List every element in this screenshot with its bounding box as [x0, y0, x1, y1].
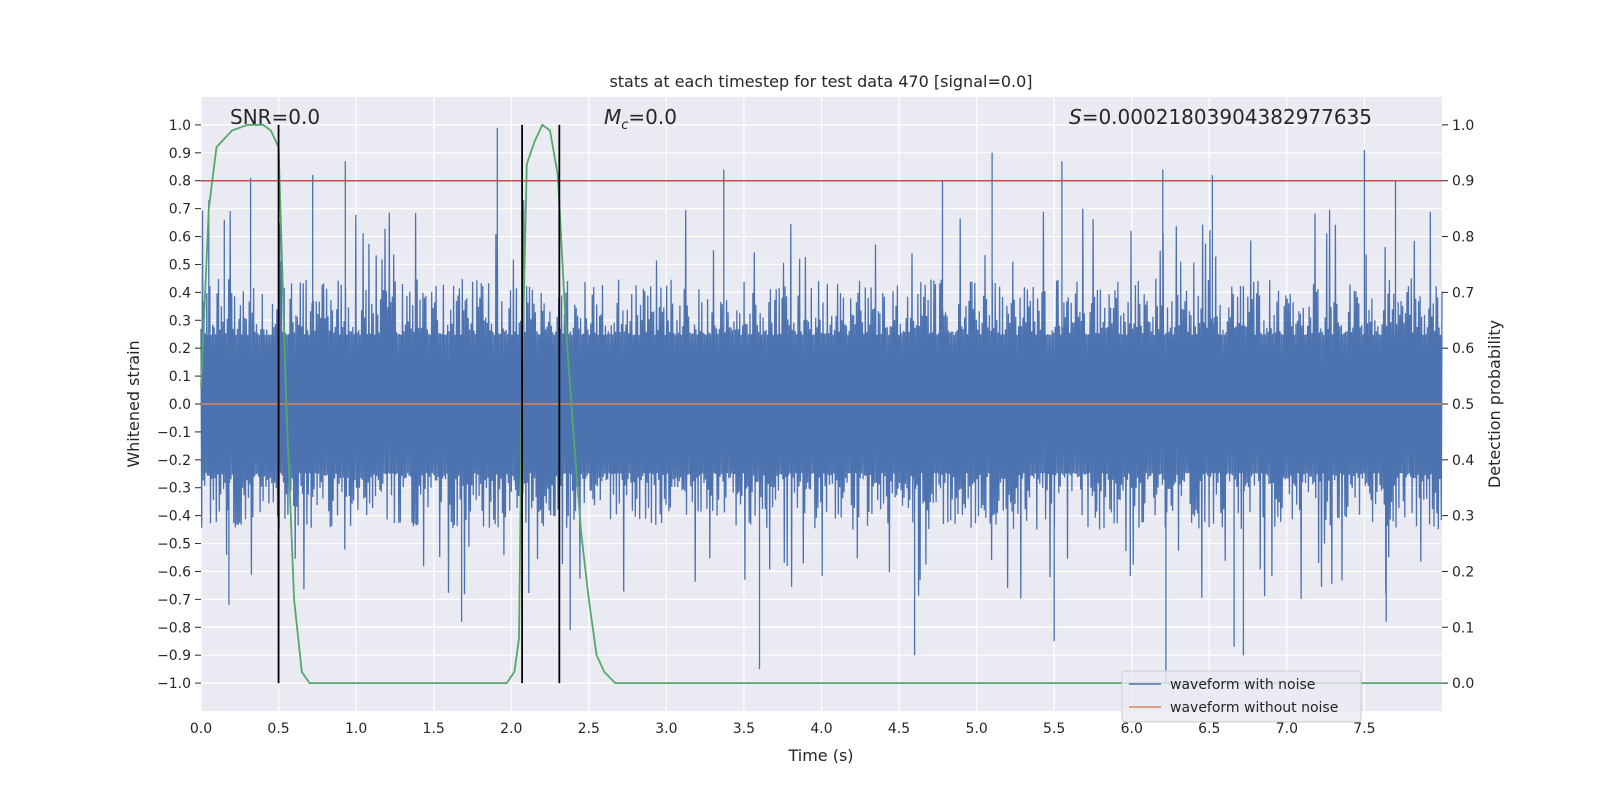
mc-annotation: Mc=0.0: [604, 105, 677, 133]
y-tick-label: 0.2: [169, 341, 191, 357]
y-right-tick-label: 0.4: [1452, 453, 1474, 469]
noise-series: [200, 127, 1443, 684]
s-annotation: S=0.00021803904382977635: [1069, 105, 1372, 129]
detection-probability-line: [200, 123, 1442, 684]
y-right-tick-label: 0.5: [1452, 397, 1474, 413]
x-tick-label: 2.5: [578, 721, 600, 737]
s-value: =0.00021803904382977635: [1082, 105, 1372, 129]
mc-value: =0.0: [628, 105, 677, 129]
x-tick-label: 5.0: [965, 721, 987, 737]
y-tick-label: 0.0: [169, 397, 191, 413]
y-tick-label: −0.7: [157, 592, 191, 608]
x-tick-label: 7.0: [1276, 721, 1298, 737]
x-tick-label: 3.5: [733, 721, 755, 737]
x-axis-ticks: 0.0 0.5 1.0 1.5 2.0 2.5 3.0 3.5 4.0 4.5 5.0 5.5 6.0 6…: [190, 721, 1376, 737]
y-tick-label: 0.1: [169, 369, 191, 385]
x-axis-label: Time (s): [787, 746, 853, 765]
y-right-tick-label: 0.2: [1452, 564, 1474, 580]
vertical-markers: [277, 124, 561, 684]
y-right-tick-label: 0.9: [1452, 174, 1474, 190]
y-axis-ticks: 1.0 0.9 0.8 0.7 0.6 0.5 0.4 0.3 0.2 0.1 0.0 −0.1 −0.…: [157, 118, 201, 692]
y-tick-label: −1.0: [157, 676, 191, 692]
y-tick-label: −0.5: [157, 537, 191, 553]
y-tick-label: 1.0: [169, 118, 191, 134]
legend-label-clean: waveform without noise: [1170, 700, 1338, 716]
mc-subscript: c: [621, 118, 628, 133]
y-tick-label: −0.1: [157, 425, 191, 441]
x-tick-label: 4.5: [888, 721, 910, 737]
x-tick-label: 7.5: [1353, 721, 1375, 737]
y-right-tick-label: 0.1: [1452, 620, 1474, 636]
snr-annotation: SNR=0.0: [230, 105, 320, 129]
legend-label-noise: waveform with noise: [1170, 677, 1315, 693]
y-tick-label: −0.8: [157, 620, 191, 636]
y-tick-label: 0.6: [169, 230, 191, 246]
y-tick-label: 0.7: [169, 202, 191, 218]
x-tick-label: 5.5: [1043, 721, 1065, 737]
y-right-tick-label: 1.0: [1452, 118, 1474, 134]
x-tick-label: 2.0: [500, 721, 522, 737]
y-right-tick-label: 0.6: [1452, 341, 1474, 357]
y-tick-label: −0.4: [157, 509, 191, 525]
y-axis-right-ticks: 1.0 0.9 0.8 0.7 0.6 0.5 0.4 0.3 0.2 0.1 0.0: [1442, 118, 1474, 692]
y-tick-label: 0.9: [169, 146, 191, 162]
y-axis-right-label: Detection probability: [1485, 320, 1504, 488]
y-right-tick-label: 0.7: [1452, 285, 1474, 301]
x-tick-label: 0.0: [190, 721, 212, 737]
y-tick-label: −0.6: [157, 564, 191, 580]
y-tick-label: 0.8: [169, 174, 191, 190]
s-symbol: S: [1069, 105, 1082, 129]
x-tick-label: 1.0: [345, 721, 367, 737]
y-axis-label: Whitened strain: [124, 340, 143, 467]
legend: waveform with noise waveform without noi…: [1121, 670, 1362, 723]
x-tick-label: 6.0: [1121, 721, 1143, 737]
y-tick-label: −0.2: [157, 453, 191, 469]
y-tick-label: 0.3: [169, 313, 191, 329]
y-tick-label: −0.9: [157, 648, 191, 664]
y-right-tick-label: 0.0: [1452, 676, 1474, 692]
mc-symbol: M: [604, 105, 621, 129]
x-tick-label: 4.0: [810, 721, 832, 737]
y-right-tick-label: 0.8: [1452, 230, 1474, 246]
noise-waveform-line: [200, 127, 1443, 684]
x-tick-label: 1.5: [423, 721, 445, 737]
x-tick-label: 0.5: [267, 721, 289, 737]
x-tick-label: 6.5: [1198, 721, 1220, 737]
legend-box: [1121, 670, 1362, 723]
probability-series: [200, 123, 1442, 684]
y-right-tick-label: 0.3: [1452, 509, 1474, 525]
chart-title: stats at each timestep for test data 470…: [609, 72, 1032, 91]
x-tick-label: 3.0: [655, 721, 677, 737]
y-tick-label: −0.3: [157, 481, 191, 497]
y-tick-label: 0.4: [169, 285, 191, 301]
y-tick-label: 0.5: [169, 257, 191, 273]
